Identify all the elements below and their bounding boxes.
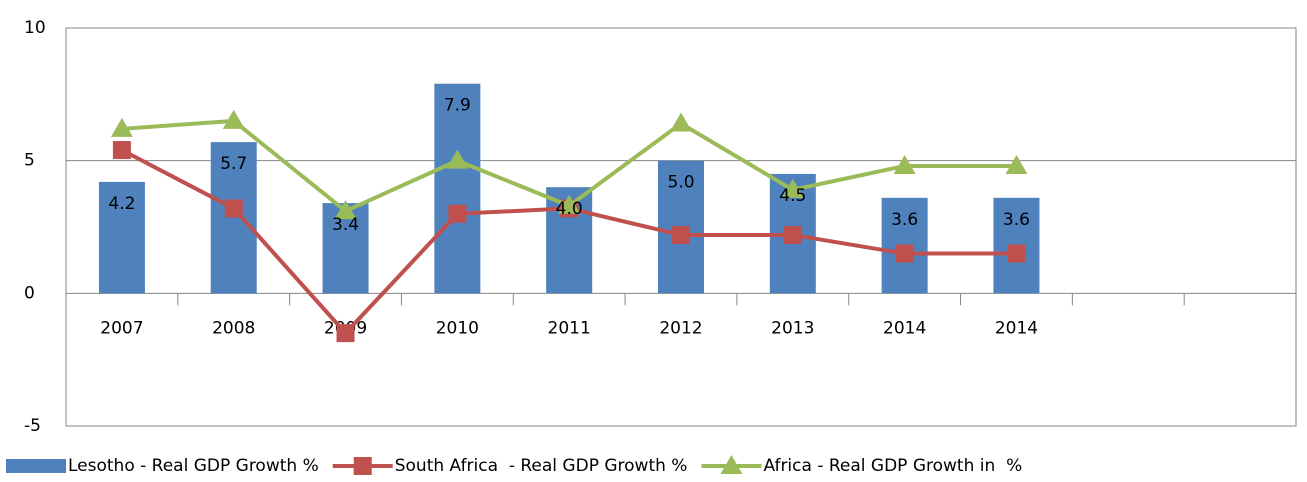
bar	[434, 83, 481, 294]
y-tick-label: -5	[24, 416, 41, 436]
y-tick-label: 10	[24, 18, 46, 38]
legend-swatch	[6, 459, 66, 473]
data-label: 4.2	[108, 194, 135, 214]
marker	[224, 199, 243, 218]
marker	[893, 154, 916, 174]
marker	[446, 149, 469, 169]
bar	[98, 181, 145, 294]
data-label: 3.4	[332, 215, 359, 235]
marker	[895, 244, 914, 263]
legend-label: South Africa - Real GDP Growth %	[395, 456, 688, 476]
x-tick-label: 2012	[659, 318, 702, 338]
data-label: 4.0	[556, 199, 583, 219]
marker	[1005, 154, 1028, 174]
data-label: 7.9	[444, 96, 471, 116]
x-tick-label: 2010	[436, 318, 479, 338]
x-tick-label: 2007	[100, 318, 143, 338]
y-tick-label: 0	[24, 283, 35, 303]
marker	[783, 225, 802, 244]
marker	[334, 200, 357, 220]
data-label: 3.6	[891, 210, 918, 230]
legend-marker	[353, 457, 372, 475]
marker	[1007, 244, 1026, 263]
marker	[781, 178, 804, 198]
y-tick-label: 5	[24, 151, 35, 171]
marker	[558, 194, 581, 214]
legend-label: Lesotho - Real GDP Growth %	[68, 456, 319, 476]
marker	[112, 141, 131, 160]
marker	[448, 204, 467, 223]
legend-marker	[720, 455, 743, 474]
marker	[672, 225, 690, 244]
x-tick-label: 2014	[995, 318, 1038, 338]
x-tick-label: 2014	[883, 318, 926, 338]
data-label: 5.7	[220, 154, 247, 174]
data-label: 5.0	[667, 173, 694, 193]
marker	[336, 324, 355, 343]
legend-label: Africa - Real GDP Growth in %	[763, 456, 1022, 476]
x-tick-label: 2013	[771, 318, 814, 338]
bar	[210, 142, 257, 294]
data-label: 3.6	[1003, 210, 1030, 230]
marker	[222, 109, 245, 129]
x-tick-label: 2008	[212, 318, 255, 338]
marker	[110, 117, 133, 137]
marker	[670, 112, 692, 132]
data-label: 4.5	[779, 186, 806, 206]
x-tick-label: 2011	[548, 318, 591, 338]
